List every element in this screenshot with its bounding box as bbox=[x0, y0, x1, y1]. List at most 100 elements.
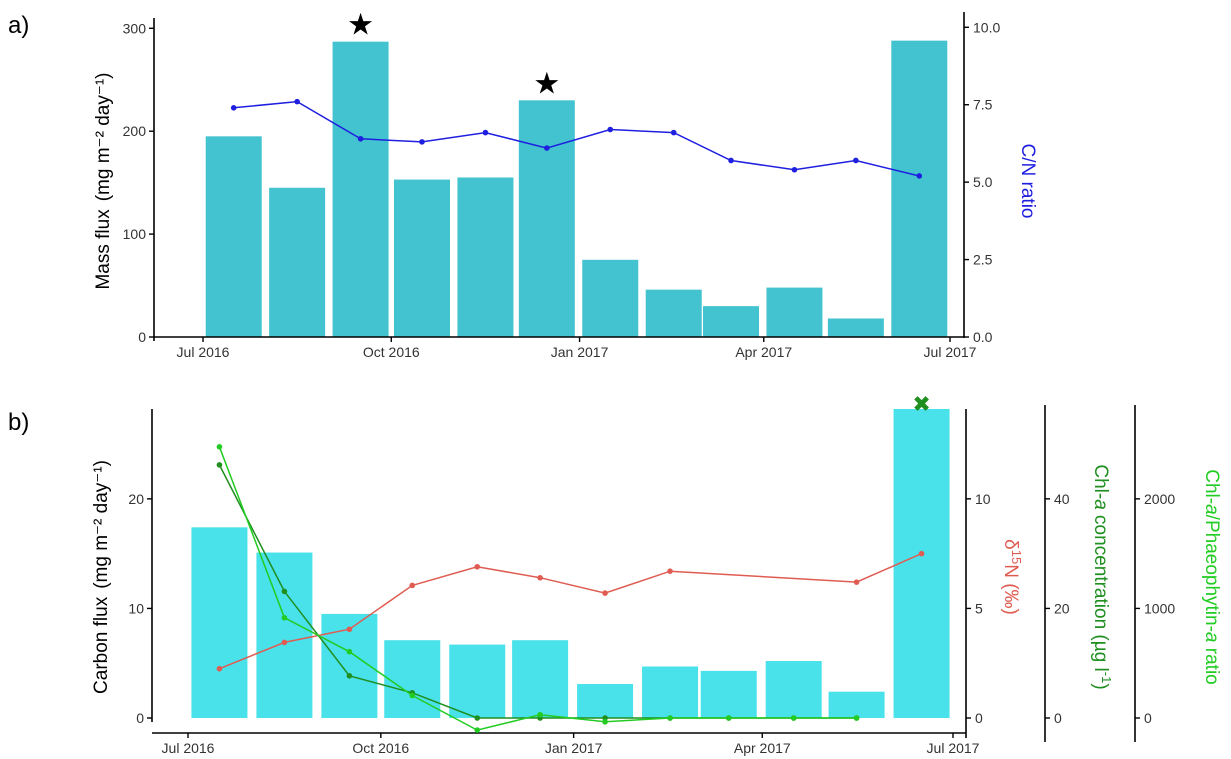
a-x-tick-label: Apr 2017 bbox=[735, 344, 792, 360]
b-series-point bbox=[667, 568, 673, 574]
b-series-point bbox=[281, 588, 288, 595]
b-series-point bbox=[853, 579, 860, 585]
b-series-point bbox=[216, 462, 223, 468]
panel-a-bars bbox=[205, 40, 948, 338]
b-left-tick-label: 0 bbox=[136, 710, 144, 726]
a-bar bbox=[393, 179, 450, 337]
panel-a: a) 0 100 200 300 Jul 2016 Oct 2016 Jan 2017 Apr… bbox=[8, 8, 1038, 360]
b-x-tick-label: Jan 2017 bbox=[545, 740, 603, 756]
a-bar bbox=[827, 318, 884, 337]
b-bar bbox=[256, 552, 313, 718]
a-left-tick-label: 200 bbox=[123, 123, 147, 139]
panel-b-chla-conc-axis-title: Chl-a concentration (µg l-1) bbox=[1090, 464, 1114, 689]
a-bar bbox=[332, 41, 389, 337]
b-right-tick-label: 5 bbox=[975, 600, 983, 616]
b-series-point bbox=[281, 639, 288, 646]
b-series-point bbox=[602, 719, 608, 725]
a-bar bbox=[766, 287, 823, 337]
b-right-tick-label: 40 bbox=[1054, 491, 1070, 507]
cross-marker-icon: ✖ bbox=[912, 393, 930, 418]
panel-b-axes: 0 10 20 Jul 2016 Oct 2016 Jan 2017 Apr 2017 Jul… bbox=[128, 405, 1175, 756]
b-right-tick-label: 2000 bbox=[1144, 491, 1175, 507]
a-x-tick-label: Jul 2016 bbox=[177, 344, 230, 360]
a-left-tick-label: 100 bbox=[123, 226, 147, 242]
a-right-tick-label: 10.0 bbox=[973, 19, 1000, 35]
b-series-point bbox=[346, 648, 353, 655]
b-series-point bbox=[409, 692, 416, 699]
b-series-point bbox=[281, 614, 288, 621]
a-series-point bbox=[230, 105, 237, 111]
star-marker-icon: ★ bbox=[347, 8, 374, 43]
panel-a-left-axis-title: Mass flux(mg m⁻² day⁻¹) bbox=[93, 72, 114, 289]
b-bar bbox=[828, 691, 885, 718]
a-right-tick-label: 7.5 bbox=[973, 97, 993, 113]
a-bar bbox=[645, 289, 702, 337]
b-series-point bbox=[537, 574, 543, 581]
a-bar bbox=[457, 177, 514, 337]
b-bar bbox=[577, 684, 634, 718]
b-left-tick-label: 10 bbox=[128, 600, 144, 616]
panel-b-lines bbox=[216, 444, 925, 733]
b-series-point bbox=[216, 665, 223, 672]
a-bar bbox=[703, 306, 760, 337]
b-series-line bbox=[219, 552, 922, 670]
b-left-tick-label: 20 bbox=[128, 491, 144, 507]
b-series-point bbox=[474, 727, 481, 733]
b-bar bbox=[191, 527, 248, 718]
b-series-point bbox=[602, 590, 608, 596]
b-right-tick-label: 0 bbox=[975, 710, 983, 726]
panel-b-chla-ratio-axis-title: Chl-a/Phaeophytin-a ratio bbox=[1201, 469, 1222, 685]
a-series-point bbox=[853, 157, 859, 164]
panel-b-label: b) bbox=[8, 409, 29, 436]
b-series-point bbox=[537, 711, 543, 718]
a-series-point bbox=[419, 139, 425, 145]
a-right-tick-label: 5.0 bbox=[973, 174, 993, 190]
b-right-tick-label: 20 bbox=[1054, 600, 1070, 616]
b-series-point bbox=[918, 550, 925, 557]
a-series-point bbox=[294, 98, 300, 105]
panel-b-d15n-axis-title: δ15N (‰) bbox=[1000, 539, 1024, 615]
a-left-tick-label: 0 bbox=[138, 329, 146, 345]
panel-b-bars bbox=[191, 409, 950, 718]
b-x-tick-label: Oct 2016 bbox=[352, 740, 409, 756]
a-bar bbox=[891, 40, 948, 338]
b-series-point bbox=[725, 715, 732, 721]
b-x-tick-label: Jul 2016 bbox=[162, 740, 215, 756]
panel-b-markers: ✖ bbox=[912, 393, 930, 418]
a-series-point bbox=[607, 126, 614, 133]
b-bar bbox=[512, 640, 569, 718]
b-right-tick-label: 0 bbox=[1054, 710, 1062, 726]
a-series-point bbox=[728, 157, 734, 164]
b-series-point bbox=[409, 582, 416, 589]
a-series-point bbox=[544, 145, 550, 151]
b-right-tick-label: 1000 bbox=[1144, 600, 1175, 616]
a-x-tick-label: Jan 2017 bbox=[551, 344, 609, 360]
a-x-tick-label: Oct 2016 bbox=[363, 344, 420, 360]
a-x-tick-label: Jul 2017 bbox=[924, 344, 977, 360]
a-series-point bbox=[357, 135, 364, 142]
panel-b: b) 0 10 20 Jul 2016 Oct 2016 Jan 2017 Apr 2017… bbox=[8, 393, 1222, 756]
b-series-point bbox=[474, 715, 481, 721]
panel-a-label: a) bbox=[8, 12, 29, 39]
b-series-point bbox=[474, 563, 481, 570]
a-bar bbox=[269, 187, 326, 337]
panel-a-right-axis-title: C/N ratio bbox=[1017, 144, 1038, 219]
panel-b-left-axis-title: Carbon flux(mg m⁻² day⁻¹) bbox=[91, 460, 112, 694]
b-right-tick-label: 0 bbox=[1144, 710, 1152, 726]
a-left-tick-label: 300 bbox=[123, 20, 147, 36]
b-bar bbox=[700, 670, 757, 718]
b-right-tick-label: 10 bbox=[975, 491, 991, 507]
b-series-point bbox=[853, 715, 860, 721]
a-series-line bbox=[233, 100, 920, 177]
b-x-tick-label: Jul 2017 bbox=[927, 740, 980, 756]
b-series-point bbox=[216, 444, 223, 450]
b-bar bbox=[449, 644, 506, 718]
b-x-tick-label: Apr 2017 bbox=[734, 740, 791, 756]
b-series-point bbox=[602, 715, 608, 721]
a-bar bbox=[518, 100, 575, 338]
panel-a-lines bbox=[230, 98, 923, 179]
panel-a-axes: 0 100 200 300 Jul 2016 Oct 2016 Jan 2017 Apr 20… bbox=[123, 12, 1000, 360]
star-marker-icon: ★ bbox=[533, 66, 560, 101]
b-series-point bbox=[346, 626, 353, 633]
